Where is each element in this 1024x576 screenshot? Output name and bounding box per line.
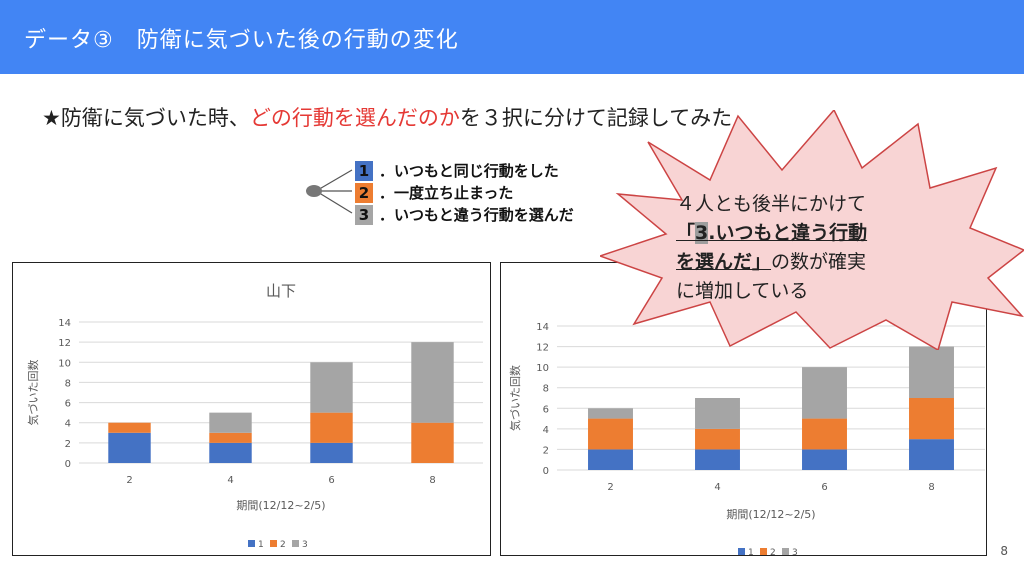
x-tick-label: 4 bbox=[227, 475, 233, 486]
bar-segment-series-1 bbox=[802, 449, 847, 470]
bar-segment-series-2 bbox=[909, 398, 954, 440]
y-axis-label: 気づいた回数 bbox=[508, 365, 522, 431]
y-tick-label: 8 bbox=[65, 378, 71, 389]
option-2-number: 2 bbox=[355, 182, 373, 203]
callout-text: ４人とも後半にかけて 「3.いつもと違う行動 を選んだ」の数が確実 に増加してい… bbox=[676, 190, 867, 306]
callout-line-4: に増加している bbox=[676, 280, 809, 302]
legend-swatch-2 bbox=[270, 540, 277, 547]
y-tick-label: 6 bbox=[65, 399, 71, 410]
y-tick-label: 8 bbox=[543, 384, 549, 395]
legend-label-2: 2 bbox=[280, 540, 286, 550]
option-2: 2 ．一度立ち止まった bbox=[355, 182, 513, 203]
y-tick-label: 14 bbox=[58, 318, 71, 329]
explosion-burst-icon bbox=[600, 110, 1024, 350]
bar-segment-series-3 bbox=[802, 367, 847, 419]
callout-line-2-rest: .いつもと違う行動 bbox=[708, 222, 868, 244]
legend-label-1: 1 bbox=[748, 548, 754, 555]
chart-panel-yamashita: 山下 0 2 4 6 8 10 12 14 2 4 6 8 期間(12/12~2/5) 気づいた回数 1 2 3 bbox=[12, 262, 491, 556]
slide-subtitle: ★防衛に気づいた時、どの行動を選んだのかを３択に分けて記録してみた bbox=[42, 102, 732, 132]
option-3-number: 3 bbox=[355, 204, 373, 225]
x-tick-label: 4 bbox=[714, 482, 720, 493]
x-tick-label: 8 bbox=[429, 475, 435, 486]
legend-swatch-1 bbox=[248, 540, 255, 547]
page-number: 8 bbox=[1000, 544, 1008, 558]
bar-segment-series-3 bbox=[310, 362, 353, 413]
x-tick-label: 2 bbox=[607, 482, 613, 493]
x-tick-label: 6 bbox=[328, 475, 334, 486]
bar-segment-series-3 bbox=[411, 342, 454, 423]
subtitle-highlight: どの行動を選んだのか bbox=[249, 106, 460, 130]
x-axis-label: 期間(12/12~2/5) bbox=[726, 508, 815, 521]
bar-segment-series-2 bbox=[209, 432, 252, 443]
subtitle-suffix: を３択に分けて記録してみた bbox=[459, 106, 733, 130]
slide-header: データ③ 防衛に気づいた後の行動の変化 bbox=[0, 0, 1024, 74]
callout-quote-open: 「 bbox=[676, 222, 696, 244]
y-tick-label: 14 bbox=[536, 322, 549, 333]
callout-line-3: を選んだ」の数が確実 bbox=[676, 248, 867, 277]
x-axis-label: 期間(12/12~2/5) bbox=[236, 499, 325, 512]
bar-segment-series-1 bbox=[909, 439, 954, 470]
callout-line-3-underlined: を選んだ」 bbox=[676, 251, 772, 273]
y-tick-label: 0 bbox=[65, 459, 71, 470]
legend-label-1: 1 bbox=[258, 540, 264, 550]
bar-segment-series-2 bbox=[695, 428, 740, 450]
slide-title: データ③ 防衛に気づいた後の行動の変化 bbox=[24, 28, 459, 53]
option-3-text: ．いつもと違う行動を選んだ bbox=[379, 206, 574, 224]
callout-burst: ４人とも後半にかけて 「3.いつもと違う行動 を選んだ」の数が確実 に増加してい… bbox=[600, 110, 1024, 350]
bar-segment-series-1 bbox=[209, 442, 252, 463]
y-tick-label: 2 bbox=[65, 439, 71, 450]
x-tick-label: 2 bbox=[126, 475, 132, 486]
y-tick-label: 10 bbox=[58, 358, 71, 369]
bar-segment-series-1 bbox=[588, 449, 633, 470]
legend-swatch-1 bbox=[738, 548, 745, 555]
bar-segment-series-2 bbox=[310, 412, 353, 443]
callout-line-3-rest: の数が確実 bbox=[771, 251, 867, 273]
bar-segment-series-2 bbox=[588, 418, 633, 450]
y-tick-label: 12 bbox=[58, 338, 71, 349]
y-tick-label: 4 bbox=[65, 419, 71, 430]
legend-label-3: 3 bbox=[792, 548, 798, 555]
bar-segment-series-1 bbox=[310, 442, 353, 463]
x-tick-label: 8 bbox=[928, 482, 934, 493]
y-tick-label: 2 bbox=[543, 445, 549, 456]
bar-segment-series-1 bbox=[695, 449, 740, 470]
bar-segment-series-3 bbox=[209, 412, 252, 433]
option-1-number: 1 bbox=[355, 160, 373, 181]
legend-label-3: 3 bbox=[302, 540, 308, 550]
y-tick-label: 0 bbox=[543, 466, 549, 477]
y-tick-label: 10 bbox=[536, 363, 549, 374]
bar-segment-series-3 bbox=[909, 346, 954, 398]
bar-segment-series-2 bbox=[411, 422, 454, 463]
option-1: 1 ．いつもと同じ行動をした bbox=[355, 160, 559, 181]
option-3: 3 ．いつもと違う行動を選んだ bbox=[355, 204, 574, 225]
bar-segment-series-2 bbox=[802, 418, 847, 450]
option-1-text: ．いつもと同じ行動をした bbox=[379, 162, 559, 180]
legend-swatch-2 bbox=[760, 548, 767, 555]
legend-swatch-3 bbox=[782, 548, 789, 555]
bar-segment-series-3 bbox=[588, 408, 633, 419]
legend-swatch-3 bbox=[292, 540, 299, 547]
callout-line-1: ４人とも後半にかけて bbox=[676, 193, 867, 215]
callout-line-2: 「3.いつもと違う行動 bbox=[676, 219, 867, 248]
bar-segment-series-1 bbox=[108, 432, 151, 463]
option-2-text: ．一度立ち止まった bbox=[379, 184, 514, 202]
y-tick-label: 12 bbox=[536, 343, 549, 354]
callout-option-number: 3 bbox=[695, 222, 709, 244]
options-legend: 1 ．いつもと同じ行動をした 2 ．一度立ち止まった 3 ．いつもと違う行動を選んだ bbox=[300, 158, 630, 228]
y-axis-label: 気づいた回数 bbox=[26, 360, 40, 426]
chart-title: 山下 bbox=[266, 282, 296, 300]
x-tick-label: 6 bbox=[821, 482, 827, 493]
bar-segment-series-3 bbox=[695, 398, 740, 429]
y-tick-label: 4 bbox=[543, 425, 549, 436]
y-tick-label: 6 bbox=[543, 404, 549, 415]
subtitle-prefix: ★防衛に気づいた時、 bbox=[42, 106, 250, 130]
branch-connector-icon bbox=[306, 169, 353, 214]
legend-label-2: 2 bbox=[770, 548, 776, 555]
bar-segment-series-2 bbox=[108, 422, 151, 433]
